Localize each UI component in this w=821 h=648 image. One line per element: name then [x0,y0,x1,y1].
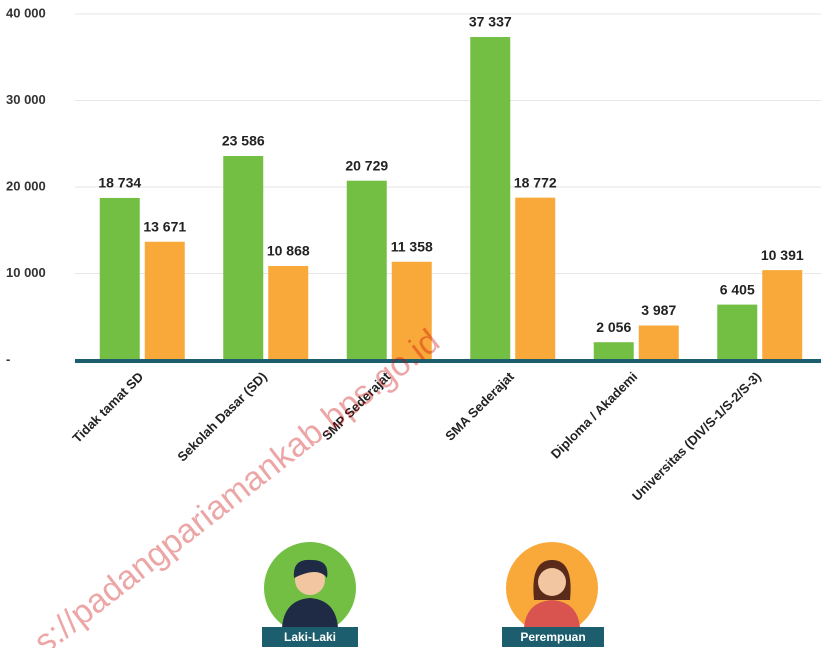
x-tick-label: Tidak tamat SD [69,369,146,446]
data-label: 20 729 [345,157,388,173]
data-label: 18 772 [514,174,557,190]
data-label: 2 056 [596,319,631,335]
y-tick-label: 20 000 [6,178,46,193]
bar [144,241,185,360]
data-label: 10 391 [761,247,804,263]
data-label: 6 405 [720,281,755,297]
data-label: 18 734 [98,175,141,191]
legend-female-icon [506,542,598,634]
bar [268,265,309,360]
data-label: 23 586 [222,133,265,149]
bar [223,155,264,360]
bar [346,180,387,360]
y-tick-label: 40 000 [6,5,46,20]
legend-box [502,627,604,647]
bar [515,197,556,360]
bar [391,261,432,360]
bar [470,37,511,361]
legend-box [262,627,358,647]
bar [99,197,140,360]
y-tick-label: - [6,351,10,366]
data-label: 37 337 [469,14,512,30]
x-tick-label: Sekolah Dasar (SD) [174,369,269,464]
y-tick-label: 30 000 [6,92,46,107]
x-tick-label: Universitas (DIV/S-1/S-2/S-3) [629,369,764,504]
x-tick-label: Diploma / Akademi [548,369,641,462]
bar [593,342,634,360]
watermark: s://padangpariamankab.bps.go.id [27,322,447,648]
bar [638,325,679,360]
legend-male-icon [264,542,356,634]
legend-label: Perempuan [520,630,585,644]
data-label: 3 987 [641,302,676,318]
data-label: 11 358 [391,238,433,254]
bar [762,270,803,360]
data-label: 13 671 [143,218,186,234]
bar [717,304,758,360]
data-label: 10 868 [267,243,310,259]
x-tick-label: SMA Sederajat [442,368,517,443]
y-tick-label: 10 000 [6,265,46,280]
legend-label: Laki-Laki [284,630,336,644]
